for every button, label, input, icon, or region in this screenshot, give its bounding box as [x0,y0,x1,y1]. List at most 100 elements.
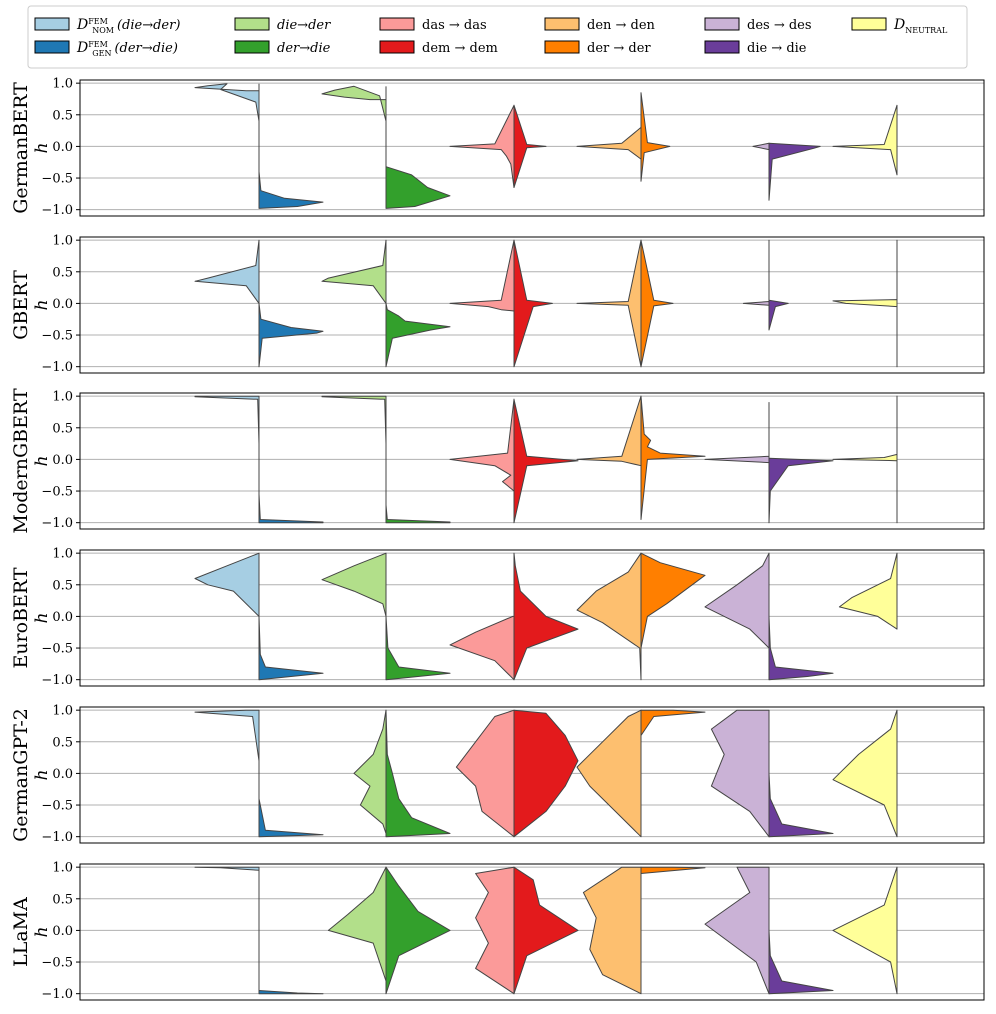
legend-swatch [544,17,580,31]
y-tick-label: 1.0 [52,861,73,876]
violin-right [640,239,674,368]
y-tick-label: −1.0 [41,830,73,845]
violin-right [513,239,553,368]
y-tick-label: −0.5 [41,172,73,187]
legend-swatch [851,17,887,31]
violin-left [752,142,770,151]
panel-gbert: 1.0 0.5 0.0 −0.5 −1.0 GBERT h [10,234,985,375]
axes-frame [79,549,985,687]
y-axis-label: h [32,300,52,311]
violin-left [742,301,770,306]
violin-left [576,709,642,838]
violin-left [576,552,642,681]
violin-left [710,709,770,838]
violin-right [640,395,706,520]
legend-swatch [544,40,580,54]
legend-swatch [34,40,70,54]
axes-frame [79,79,985,217]
violin-left [455,709,515,838]
y-tick-label: −0.5 [41,956,73,971]
panel-germanbert: 1.0 0.5 0.0 −0.5 −1.0 GermanBERT h [10,77,985,218]
violin-right [385,866,451,995]
y-axis-label: h [32,770,52,781]
legend-label: DNEUTRAL [893,17,948,35]
y-tick-label: 0.5 [52,265,73,280]
model-label: EuroBERT [10,567,32,668]
model-label: GBERT [10,270,32,340]
y-tick-label: 0.5 [52,578,73,593]
legend-swatch [379,40,415,54]
violin-left [704,402,770,464]
violin-left [832,709,898,838]
legend-label: DFEM GEN (der→die) [76,40,178,58]
y-tick-label: −0.5 [41,642,73,657]
violin-right [258,171,324,209]
violin-right [513,866,579,995]
violin-left [475,866,515,995]
y-tick-label: 1.0 [52,704,73,719]
y-tick-label: 1.0 [52,234,73,249]
violin-left [353,709,387,834]
violin-left [194,709,260,762]
y-tick-label: −1.0 [41,516,73,531]
model-label: GermanGPT-2 [10,708,32,842]
violin-left [327,866,387,982]
y-tick-label: 0.0 [52,924,73,939]
legend-swatch [379,17,415,31]
y-axis-label: h [32,456,52,467]
violin-left [576,126,642,160]
y-tick-label: 0.0 [52,297,73,312]
legend: DFEM NOM (die→der) DFEM GEN (der→die) die→der d… [27,5,968,69]
axes-frame [79,706,985,844]
violin-right [513,104,547,188]
violin-right [385,166,451,209]
y-tick-label: 0.5 [52,108,73,123]
y-tick-label: −1.0 [41,360,73,375]
violin-right [385,504,451,524]
legend-label: das → das [422,18,487,33]
violin-left [449,104,515,188]
y-tick-label: 0.5 [52,735,73,750]
y-axis-label: h [32,143,52,154]
violin-right [513,709,579,838]
y-tick-label: 0.5 [52,421,73,436]
violin-left [321,395,387,445]
model-label: GermanBERT [10,82,32,214]
legend-frame [27,5,968,69]
violin-left [704,552,770,649]
violin-left [449,239,515,312]
panel-moderngbert: 1.0 0.5 0.0 −0.5 −1.0 ModernGBERT h [10,388,985,534]
y-tick-label: 1.0 [52,77,73,92]
legend-label: DFEM NOM (die→der) [76,17,180,35]
legend-label: der → der [587,41,651,56]
y-tick-label: 0.0 [52,767,73,782]
violin-right [640,866,706,874]
legend-swatch [234,17,270,31]
y-tick-label: 1.0 [52,390,73,405]
violin-right [768,457,834,524]
violin-left [576,239,642,368]
legend-swatch [34,17,70,31]
violin-left [832,299,898,308]
violin-right [258,990,324,995]
panel-germangpt-2: 1.0 0.5 0.0 −0.5 −1.0 GermanGPT-2 h [10,704,985,845]
y-tick-label: −0.5 [41,329,73,344]
violin-right [258,493,324,524]
panel-eurobert: 1.0 0.5 0.0 −0.5 −1.0 EuroBERT h [10,547,985,688]
violin-right [768,239,789,331]
legend-swatch [234,40,270,54]
y-tick-label: 1.0 [52,547,73,562]
y-tick-label: −1.0 [41,987,73,1002]
violin-right [640,709,706,736]
model-label: LLaMA [10,897,32,967]
y-axis-label: h [32,927,52,938]
y-tick-label: 0.0 [52,140,73,155]
y-tick-label: −0.5 [41,799,73,814]
violin-left [838,552,898,630]
violin-left [832,104,898,176]
violin-right [513,398,579,524]
axes-frame [79,392,985,530]
legend-label: dem → dem [422,41,498,56]
